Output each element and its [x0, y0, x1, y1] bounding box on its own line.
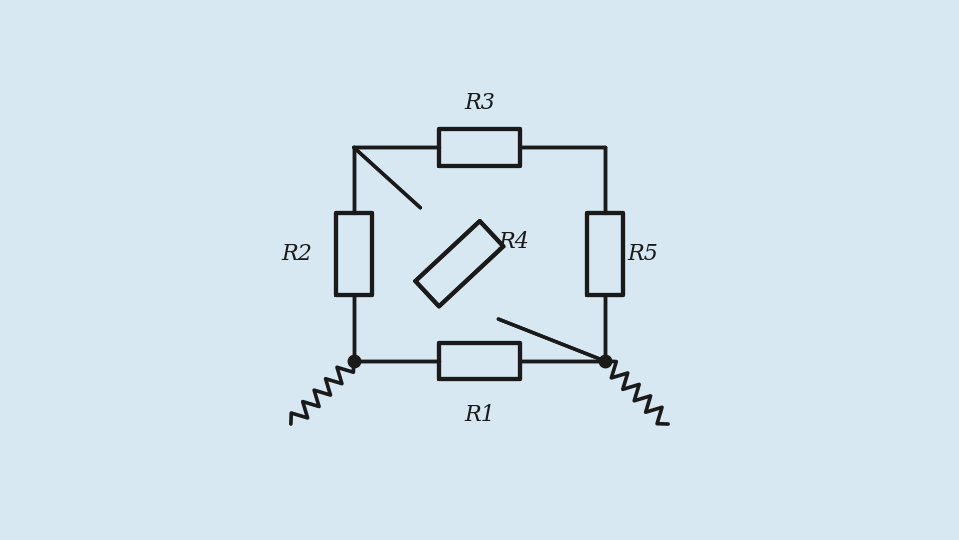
Polygon shape [415, 221, 503, 306]
Text: R3: R3 [464, 92, 495, 114]
Polygon shape [438, 343, 521, 380]
Polygon shape [336, 213, 372, 295]
Text: R5: R5 [627, 244, 659, 265]
Polygon shape [587, 213, 623, 295]
Text: R4: R4 [499, 231, 529, 253]
Text: R1: R1 [464, 403, 495, 426]
Text: R2: R2 [282, 244, 313, 265]
Polygon shape [438, 129, 521, 166]
